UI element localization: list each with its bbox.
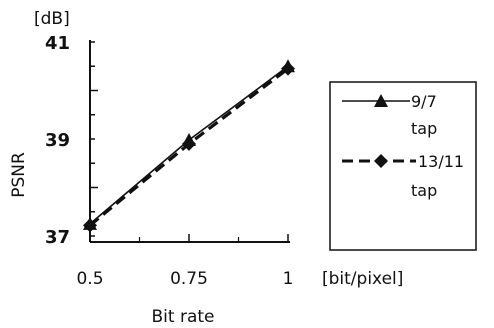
y-unit-label: [dB] bbox=[34, 9, 70, 29]
x-tick-label: 0.5 bbox=[76, 269, 103, 289]
diamond-marker bbox=[83, 218, 97, 233]
x-axis-title: Bit rate bbox=[152, 307, 215, 327]
legend: 9/7 tap 13/11 tap bbox=[329, 81, 477, 251]
legend-box bbox=[329, 81, 477, 251]
legend-label-cont: tap bbox=[411, 181, 437, 200]
y-tick-label: 41 bbox=[45, 33, 70, 54]
y-axis-title: PSNR bbox=[9, 152, 29, 198]
legend-label-cont: tap bbox=[411, 119, 437, 138]
legend-label: 13/11 bbox=[418, 152, 464, 171]
legend-label: 9/7 bbox=[411, 92, 437, 111]
y-tick-label: 37 bbox=[45, 227, 70, 248]
x-ticks: 0.5 0.75 1 bbox=[76, 234, 293, 289]
x-unit-label: [bit/pixel] bbox=[322, 269, 403, 289]
diamond-marker bbox=[374, 154, 388, 168]
y-tick-label: 39 bbox=[45, 130, 70, 151]
triangle-marker bbox=[374, 94, 388, 107]
x-tick-label: 0.75 bbox=[170, 269, 208, 289]
series-layer bbox=[83, 59, 295, 233]
y-ticks: 37 39 41 bbox=[45, 33, 98, 248]
diamond-marker bbox=[281, 61, 295, 76]
diamond-marker bbox=[182, 136, 196, 151]
x-tick-label: 1 bbox=[283, 269, 294, 289]
